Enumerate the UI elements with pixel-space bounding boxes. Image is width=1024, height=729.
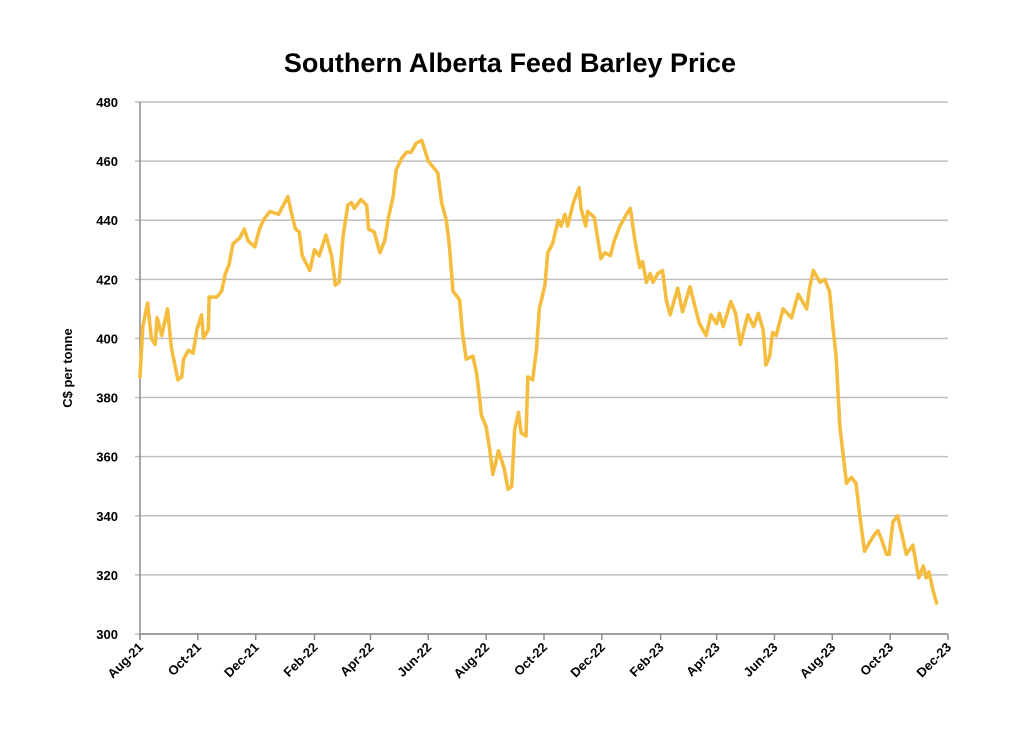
y-tick-label: 480 bbox=[96, 95, 118, 110]
x-tick-label: Jun-22 bbox=[394, 640, 434, 680]
x-tick-label: Apr-22 bbox=[337, 640, 377, 680]
y-axis-ticks: 300 320 340 360 380 400 420 440 460 480 bbox=[96, 95, 118, 642]
y-tick-label: 420 bbox=[96, 272, 118, 287]
series-layer bbox=[138, 138, 939, 605]
x-tick-label: Feb-23 bbox=[627, 640, 667, 680]
x-tick-label: Dec-23 bbox=[913, 640, 954, 681]
x-tick-label: Oct-22 bbox=[511, 640, 550, 679]
chart-title: Southern Alberta Feed Barley Price bbox=[284, 48, 736, 78]
y-tick-label: 400 bbox=[96, 331, 118, 346]
y-tick-label: 300 bbox=[96, 627, 118, 642]
y-tick-label: 440 bbox=[96, 213, 118, 228]
y-tick-label: 320 bbox=[96, 568, 118, 583]
y-tick-label: 360 bbox=[96, 450, 118, 465]
x-tick-label: Aug-21 bbox=[104, 640, 146, 682]
x-tick-label: Aug-23 bbox=[797, 640, 839, 682]
x-axis-ticks: Aug-21 Oct-21 Dec-21 Feb-22 Apr-22 Jun-22 Aug-… bbox=[104, 634, 954, 681]
x-tick-label: Oct-23 bbox=[857, 640, 896, 679]
y-axis-label: C$ per tonne bbox=[60, 328, 75, 407]
x-tick-label: Jun-23 bbox=[740, 640, 780, 680]
x-tick-label: Oct-21 bbox=[165, 640, 204, 679]
x-tick-label: Apr-23 bbox=[683, 640, 723, 680]
y-tick-label: 460 bbox=[96, 154, 118, 169]
x-tick-label: Dec-21 bbox=[221, 640, 262, 681]
price-line bbox=[138, 138, 939, 605]
x-tick-label: Dec-22 bbox=[567, 640, 608, 681]
x-tick-label: Feb-22 bbox=[280, 640, 320, 680]
y-tick-label: 380 bbox=[96, 391, 118, 406]
y-tick-label: 340 bbox=[96, 509, 118, 524]
gridlines bbox=[135, 101, 948, 639]
x-tick-label: Aug-22 bbox=[451, 640, 493, 682]
